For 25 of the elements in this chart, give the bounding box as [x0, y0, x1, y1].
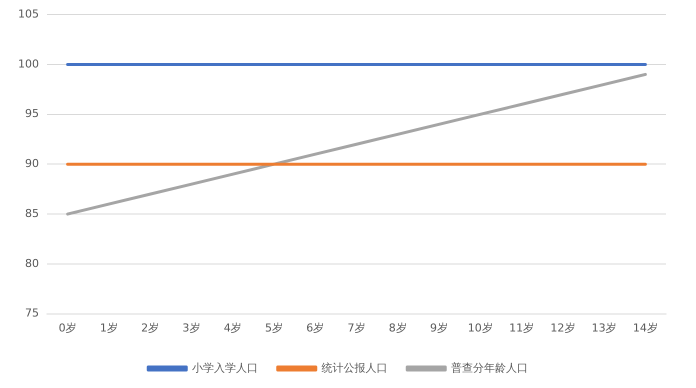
x-tick-label: 12岁 — [550, 321, 576, 334]
x-tick-label: 6岁 — [306, 321, 324, 334]
y-tick-label: 80 — [24, 256, 39, 270]
y-tick-label: 85 — [24, 206, 39, 220]
y-tick-label: 105 — [18, 7, 39, 20]
x-tick-label: 1岁 — [100, 321, 118, 334]
x-tick-label: 3岁 — [182, 321, 200, 334]
legend-label: 小学入学人口 — [192, 361, 258, 374]
x-tick-label: 14岁 — [632, 321, 658, 334]
y-tick-label: 90 — [24, 157, 39, 170]
x-tick-label: 8岁 — [388, 321, 407, 334]
y-tick-label: 75 — [24, 306, 39, 320]
x-tick-label: 2岁 — [141, 321, 160, 334]
x-tick-label: 9岁 — [430, 321, 448, 334]
legend-label: 普查分年龄人口 — [450, 361, 528, 374]
y-tick-label: 95 — [24, 107, 39, 120]
x-tick-label: 5岁 — [264, 321, 283, 334]
x-tick-label: 10岁 — [468, 321, 493, 334]
x-tick-label: 7岁 — [348, 321, 366, 334]
legend-label: 统计公报人口 — [321, 361, 388, 374]
x-tick-label: 11岁 — [509, 321, 534, 334]
x-tick-label: 13岁 — [592, 321, 617, 334]
y-tick-label: 100 — [18, 57, 39, 70]
x-tick-label: 4岁 — [224, 321, 242, 334]
x-tick-label: 0岁 — [58, 321, 77, 334]
